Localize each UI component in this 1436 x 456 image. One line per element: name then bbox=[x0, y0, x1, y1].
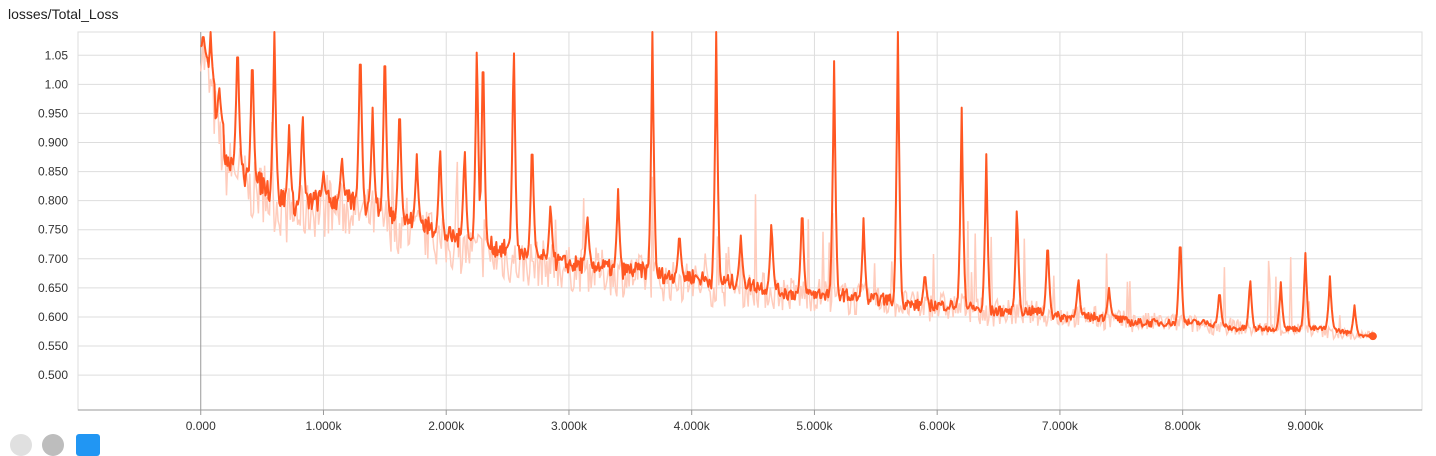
axis-layer: 0.500 0.550 0.600 0.650 0.700 0.750 0.800 0.850… bbox=[38, 48, 1422, 433]
raw-loss-line bbox=[199, 38, 1374, 341]
x-tick-label: 5.000k bbox=[796, 419, 833, 433]
y-tick-label: 1.05 bbox=[45, 48, 69, 62]
plot-frame bbox=[77, 31, 1423, 411]
x-tick-label: 6.000k bbox=[919, 419, 956, 433]
x-tick-label: 1.000k bbox=[305, 419, 342, 433]
x-tick-label: 2.000k bbox=[428, 419, 465, 433]
last-point-marker bbox=[1368, 332, 1377, 341]
x-tick-label: 7.000k bbox=[1042, 419, 1079, 433]
fit-domain-button[interactable] bbox=[76, 434, 100, 456]
smoothed-loss-line bbox=[199, 31, 1374, 339]
y-tick-label: 0.850 bbox=[38, 165, 68, 179]
x-tick-label: 0.000 bbox=[186, 419, 216, 433]
x-tick-label: 4.000k bbox=[674, 419, 711, 433]
y-tick-label: 0.950 bbox=[38, 106, 68, 120]
chart-title: losses/Total_Loss bbox=[8, 6, 119, 22]
raw-series-layer bbox=[199, 38, 1374, 341]
y-tick-label: 0.700 bbox=[38, 252, 68, 266]
y-tick-label: 0.500 bbox=[38, 368, 68, 382]
x-tick-label: 9.000k bbox=[1287, 419, 1324, 433]
log-scale-button[interactable] bbox=[42, 434, 64, 456]
expand-button[interactable] bbox=[10, 434, 32, 456]
y-tick-label: 0.550 bbox=[38, 339, 68, 353]
y-tick-label: 0.750 bbox=[38, 223, 68, 237]
x-tick-label: 3.000k bbox=[551, 419, 588, 433]
y-tick-label: 0.600 bbox=[38, 310, 68, 324]
y-tick-label: 0.800 bbox=[38, 194, 68, 208]
grid-layer bbox=[77, 31, 1423, 411]
x-tick-label: 8.000k bbox=[1165, 419, 1202, 433]
y-tick-label: 0.900 bbox=[38, 135, 68, 149]
loss-chart: 0.500 0.550 0.600 0.650 0.700 0.750 0.800 0.850… bbox=[38, 31, 1423, 433]
y-tick-label: 1.00 bbox=[45, 77, 69, 91]
smoothed-series-layer bbox=[199, 31, 1377, 341]
y-tick-label: 0.650 bbox=[38, 281, 68, 295]
